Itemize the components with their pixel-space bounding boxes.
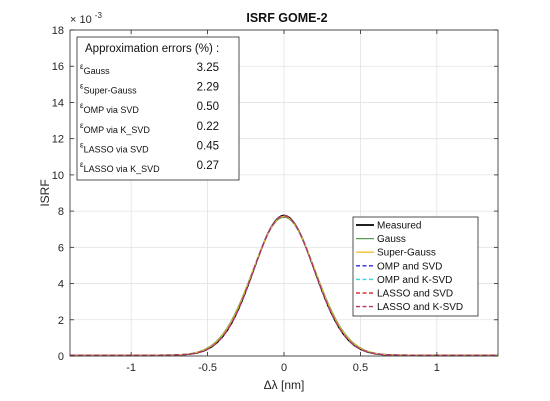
x-tick-label: -1	[126, 362, 136, 374]
y-tick-label: 2	[58, 315, 64, 327]
x-tick-label: -0.5	[198, 362, 217, 374]
legend-label: Super-Gauss	[377, 248, 436, 259]
y-exponent-power: -3	[95, 11, 103, 20]
y-tick-label: 10	[52, 170, 64, 182]
y-axis-exponent: × 10 -3	[70, 11, 102, 26]
y-exponent-base: × 10	[70, 14, 92, 26]
legend-label: LASSO and SVD	[377, 289, 453, 300]
annotation-row-label: εLASSO via K_SVD	[80, 160, 160, 174]
series-line-lasso-and-k-svd	[70, 215, 498, 356]
annotation-row-value: 0.45	[197, 140, 219, 152]
y-tick-label: 16	[52, 61, 64, 73]
legend-label: OMP and K-SVD	[377, 275, 452, 286]
y-tick-label: 6	[58, 242, 64, 254]
annotation-row-label: εSuper-Gauss	[80, 82, 137, 96]
approximation-errors-box: Approximation errors (%) : εGauss 3.25 εSup…	[76, 36, 240, 181]
x-tick-label: 0	[281, 362, 287, 374]
annotation-row-value: 2.29	[197, 82, 219, 94]
y-axis-label: ISRF	[38, 179, 52, 206]
legend-label: Gauss	[377, 234, 406, 245]
annotation-row-label: εLASSO via SVD	[80, 140, 149, 154]
annotation-row-value: 0.27	[197, 160, 219, 172]
annotation-row-value: 0.50	[197, 101, 219, 113]
annotation-frame	[76, 36, 240, 181]
legend-label: Measured	[377, 221, 421, 232]
y-tick-label: 4	[58, 279, 64, 291]
y-tick-label: 0	[58, 351, 64, 363]
x-tick-label: 0.5	[353, 362, 368, 374]
annotation-title: Approximation errors (%) :	[85, 43, 219, 55]
legend-label: LASSO and K-SVD	[377, 302, 463, 313]
y-tick-label: 12	[52, 134, 64, 146]
annotation-row-label: εOMP via K_SVD	[80, 121, 150, 135]
y-tick-label: 8	[58, 206, 64, 218]
annotation-row-value: 3.25	[197, 62, 219, 74]
chart-title: ISRF GOME-2	[246, 11, 327, 25]
annotation-row-label: εGauss	[80, 62, 110, 76]
series-lines	[70, 214, 498, 357]
legend: Measured Gauss Super-Gauss OMP and SVD OMP a…	[352, 216, 479, 317]
svg-text:× 10 -3: × 10 -3	[70, 11, 102, 26]
y-tick-label: 14	[52, 97, 64, 109]
legend-label: OMP and SVD	[377, 261, 442, 272]
y-tick-label: 18	[52, 25, 64, 37]
x-tick-label: 1	[434, 362, 440, 374]
annotation-row-value: 0.22	[197, 121, 219, 133]
legend-frame	[352, 216, 479, 317]
annotation-row-label: εOMP via SVD	[80, 101, 139, 115]
x-axis-label: Δλ [nm]	[264, 378, 305, 392]
